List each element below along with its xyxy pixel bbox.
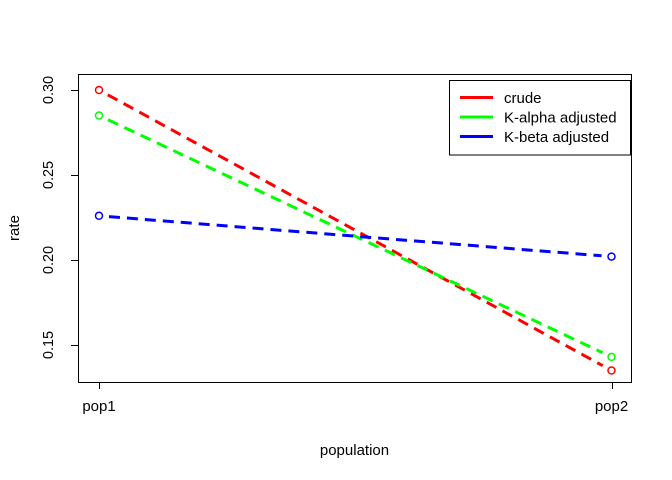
y-tick-label: 0.15 [41,331,57,359]
data-point-1-1 [607,352,616,362]
x-tick-label: pop2 [595,398,628,415]
y-tick-label: 0.30 [41,76,57,104]
legend-label-2: K-beta adjusted [504,129,609,146]
series-line-0 [107,93,604,368]
y-axis-label: rate [6,215,23,241]
data-point-2-0 [94,211,104,221]
plot-box [78,74,632,383]
data-point-0-1 [607,366,616,375]
x-axis-label: population [320,442,389,459]
data-point-1-0 [94,111,104,120]
legend-label-1: K-alpha adjusted [504,110,617,127]
y-tick-label: 0.25 [41,161,57,189]
series-line-2 [108,215,602,258]
series-line-1 [107,118,604,354]
legend-label-0: crude [504,90,542,107]
y-tick-label: 0.20 [41,246,57,274]
data-point-0-0 [94,85,104,95]
x-tick-label: pop1 [82,398,115,415]
data-point-2-1 [607,252,616,261]
